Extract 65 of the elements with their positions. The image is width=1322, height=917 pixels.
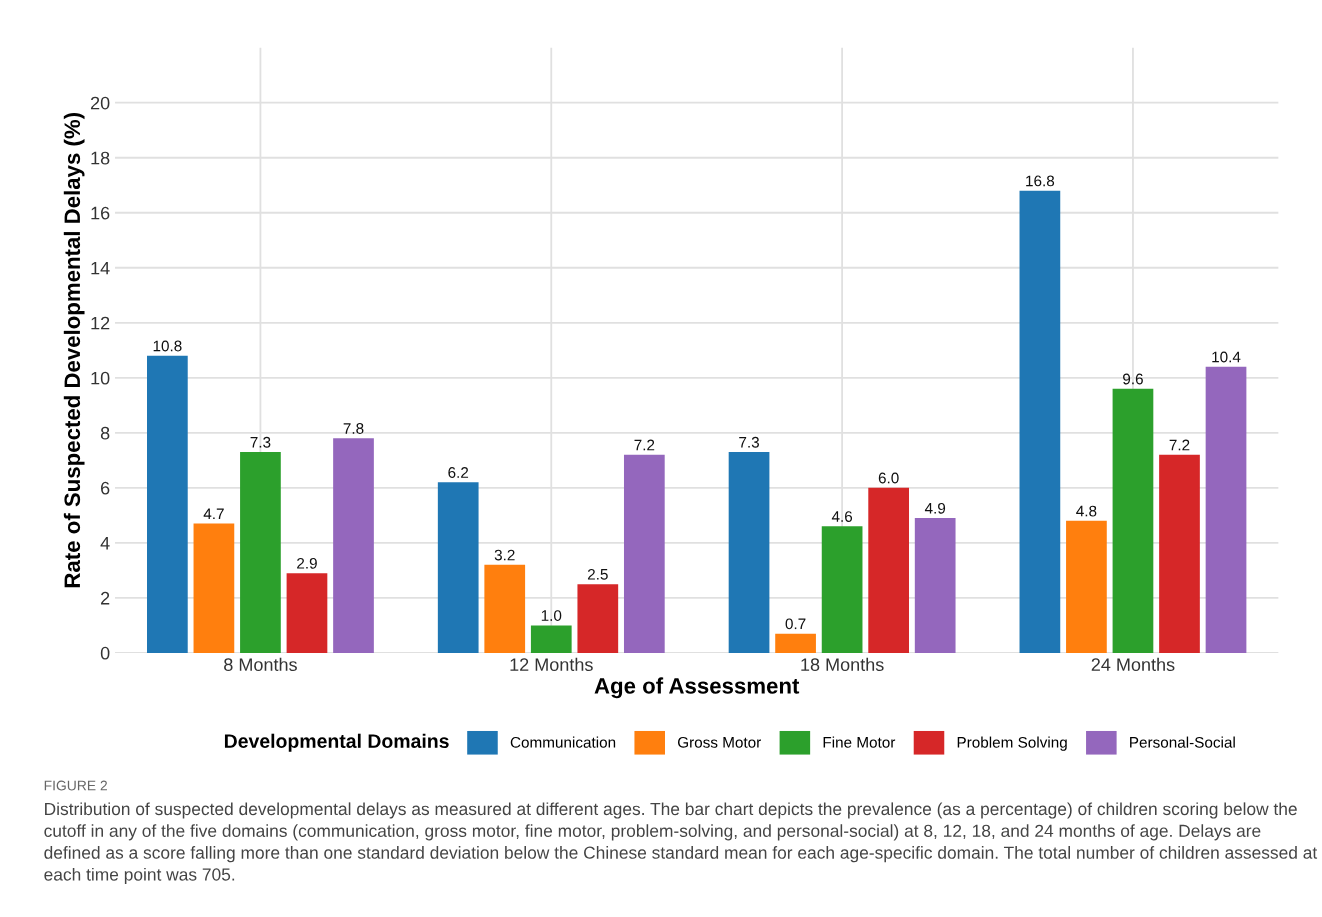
bar [868, 487, 910, 653]
legend-title: Developmental Domains [224, 733, 449, 752]
text: 0.7 [785, 618, 806, 630]
x-tick-label: 18 Months [801, 657, 884, 672]
text: 7.2 [634, 439, 655, 451]
legend-label: Fine Motor [823, 736, 896, 748]
y-tick-label: 6 [101, 481, 110, 495]
legend-label: Gross Motor [677, 736, 762, 748]
bar [1112, 388, 1154, 653]
legend-label: Problem Solving [957, 736, 1067, 751]
text: 2.9 [297, 557, 317, 569]
text: 16.8 [1026, 175, 1055, 187]
bar [333, 438, 374, 653]
text: 7.3 [250, 436, 271, 448]
text: 1.0 [541, 610, 562, 621]
text: 7.3 [739, 436, 759, 448]
x-tick-label: 12 Months [510, 657, 593, 672]
bar [1205, 366, 1247, 653]
y-tick-label: 12 [91, 316, 110, 330]
text: 6.0 [878, 472, 899, 484]
text: 10.4 [1212, 351, 1241, 363]
bar [1066, 520, 1107, 653]
x-axis-title: Age of Assessment [594, 677, 800, 699]
legend-label: Personal-Social [1130, 736, 1235, 748]
y-tick-label: 4 [100, 536, 110, 550]
y-tick-label: 10 [91, 371, 110, 385]
y-tick-label: 14 [91, 261, 110, 275]
bar [728, 452, 770, 653]
text: 10.8 [153, 340, 182, 352]
text: 6.2 [448, 467, 469, 478]
text: Distribution of suspected developmental delays as measured at different ages. The bar chart depicts the prevalence (as a percentage) of children scoring below the cutoff in any of the five domains (communication, gross motor, fine motor, problem-solving, and personal-social) at 8, 12, 18, and 24 months of age. Delays are defined as a score falling more than one standard deviation below the Chinese standard mean for each age-specific domain. The total number of children assessed at each time point was 705. [44, 802, 1318, 885]
y-axis-title: Rate of Suspected Developmental Delays (%) [63, 113, 85, 588]
bar [821, 526, 863, 653]
y-tick-label: 20 [90, 96, 110, 110]
text: 4.7 [203, 508, 224, 520]
bar [286, 573, 328, 653]
y-tick-label: 16 [91, 206, 110, 220]
y-tick-label: 8 [100, 426, 110, 440]
y-tick-label: 0 [100, 646, 110, 660]
text: 4.9 [924, 502, 946, 514]
y-tick-label: 18 [91, 151, 110, 165]
bar [437, 482, 479, 653]
legend-label: Communication [510, 736, 616, 748]
text: 7.8 [343, 423, 364, 434]
bar [914, 518, 956, 653]
text: 3.2 [494, 549, 515, 561]
text: 4.6 [831, 511, 853, 522]
text: 7.2 [1169, 439, 1190, 451]
x-tick-label: 24 Months [1091, 657, 1175, 672]
bar [530, 625, 572, 653]
x-tick-label: 8 Months [224, 657, 297, 672]
caption: FIGURE 2 [44, 780, 107, 791]
text: 9.6 [1123, 373, 1143, 385]
bar [1019, 190, 1061, 653]
y-tick-label: 2 [101, 591, 110, 605]
bar [1159, 454, 1200, 653]
text: 2.5 [587, 568, 608, 580]
bar [775, 633, 816, 653]
bar [193, 523, 235, 653]
bar [577, 584, 619, 653]
text: 4.8 [1076, 505, 1097, 517]
bar [240, 452, 281, 653]
bar [623, 454, 665, 653]
bar [484, 564, 526, 653]
bar [147, 355, 188, 653]
